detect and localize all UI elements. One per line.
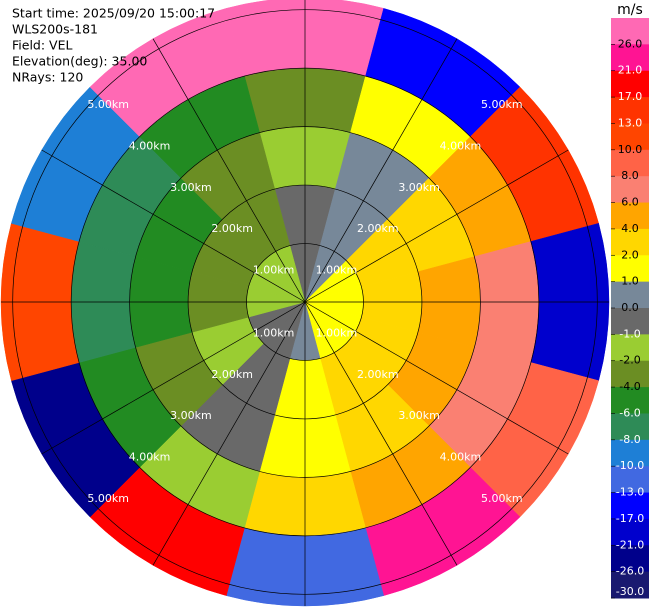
spoke (304, 149, 569, 303)
ring-label: 2.00km (357, 368, 399, 381)
ring-label: 5.00km (481, 492, 523, 505)
colorbar-segment (611, 281, 649, 309)
info-line: Start time: 2025/09/20 15:00:17 (12, 6, 215, 21)
colorbar-tick-label: 8.0 (621, 169, 639, 182)
ring-label: 3.00km (398, 181, 440, 194)
range-ring (12, 9, 598, 595)
colorbar-segment (611, 123, 649, 151)
colorbar-tick-label: 4.0 (621, 222, 639, 235)
colorbar-segment (611, 439, 649, 467)
colorbar-segment (611, 97, 649, 124)
colorbar-tick-label: -4.0 (619, 380, 640, 393)
colorbar-tick-label: 0.0 (621, 301, 639, 314)
info-line: Field: VEL (12, 38, 72, 53)
colorbar-segment (611, 518, 649, 546)
info-text: Start time: 2025/09/20 15:00:17WLS200s-1… (12, 6, 215, 85)
range-ring (246, 243, 364, 361)
ring-label: 2.00km (357, 222, 399, 235)
colorbar-tick-label: -17.0 (616, 512, 644, 525)
colorbar-segment (611, 545, 649, 573)
colorbar-tick-label: -13.0 (616, 486, 644, 499)
colorbar-segment (611, 18, 649, 45)
colorbar-tick-label: -2.0 (619, 354, 640, 367)
colorbar-tick-label: 6.0 (621, 196, 639, 209)
colorbar-segment (611, 228, 649, 256)
spoke (41, 149, 306, 303)
colorbar-segment (611, 387, 649, 414)
info-line: WLS200s-181 (12, 22, 98, 37)
colorbar-segment (611, 308, 649, 335)
ring-label: 3.00km (170, 181, 212, 194)
ring-label: 4.00km (440, 450, 482, 463)
colorbar-segment (611, 413, 649, 441)
colorbar-tick-label: 21.0 (618, 64, 643, 77)
colorbar-segment (611, 149, 649, 177)
ring-label: 2.00km (211, 222, 253, 235)
colorbar-tick-label: 13.0 (618, 116, 643, 129)
ring-label: 1.00km (316, 264, 358, 277)
colorbar-segment (611, 255, 649, 283)
ring-label: 5.00km (481, 98, 523, 111)
colorbar-segment (611, 360, 649, 388)
range-ring (70, 67, 540, 537)
colorbar-segment (611, 492, 649, 520)
ring-label: 4.00km (129, 140, 171, 153)
colorbar-segment (611, 44, 649, 72)
ring-label: 1.00km (253, 264, 295, 277)
ring-label: 3.00km (398, 409, 440, 422)
colorbar-tick-label: -8.0 (619, 433, 640, 446)
colorbar-tick-label: -10.0 (616, 459, 644, 472)
colorbar-segment (611, 202, 649, 230)
colorbar-segment (611, 176, 649, 204)
ring-label: 4.00km (440, 140, 482, 153)
colorbar-segment (611, 334, 649, 362)
ring-label: 4.00km (129, 450, 171, 463)
colorbar-tick-label: -21.0 (616, 538, 644, 551)
range-ring (187, 184, 423, 420)
ring-label: 5.00km (87, 98, 129, 111)
colorbar-segment (611, 70, 649, 98)
ring-label: 1.00km (253, 326, 295, 339)
range-ring (129, 126, 481, 478)
info-line: NRays: 120 (12, 70, 83, 85)
ring-label: 3.00km (170, 409, 212, 422)
spoke (304, 301, 458, 566)
colorbar: m/s 26.0 21.0 17.0 13.0 10.0 8.0 6.0 4.0 2.0 1.0 0.… (611, 2, 649, 599)
colorbar-tick-label: 26.0 (618, 37, 643, 50)
colorbar-tick-label: -1.0 (619, 327, 640, 340)
spoke (304, 38, 458, 303)
ring-label: 1.00km (316, 326, 358, 339)
spoke (41, 301, 306, 455)
colorbar-segment (611, 466, 649, 494)
colorbar-tick-label: 1.0 (621, 275, 639, 288)
colorbar-tick-label: -30.0 (616, 585, 644, 598)
spoke (152, 301, 306, 566)
colorbar-tick-label: 10.0 (618, 143, 643, 156)
colorbar-tick-label: -26.0 (616, 565, 644, 578)
colorbar-tick-label: 2.0 (621, 248, 639, 261)
ring-label: 2.00km (211, 368, 253, 381)
range-grid: 1.00km 1.00km 1.00km 1.00km 2.00km 2.00km 2.00… (1, 0, 609, 606)
spoke (304, 301, 569, 455)
colorbar-tick-label: -6.0 (619, 406, 640, 419)
info-line: Elevation(deg): 35.00 (12, 54, 147, 69)
radar-field (0, 0, 610, 607)
colorbar-unit: m/s (617, 2, 643, 18)
colorbar-tick-label: 17.0 (618, 90, 643, 103)
colorbar-segment (611, 571, 649, 599)
spoke (152, 38, 306, 303)
ring-label: 5.00km (87, 492, 129, 505)
